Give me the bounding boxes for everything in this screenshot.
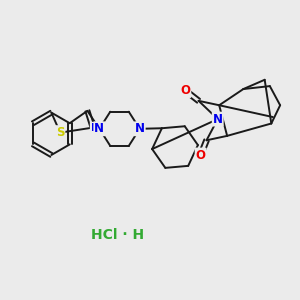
Text: S: S	[56, 126, 64, 139]
Text: N: N	[91, 123, 99, 133]
Text: O: O	[180, 84, 190, 97]
Text: O: O	[196, 148, 206, 161]
Text: HCl · H: HCl · H	[91, 228, 144, 242]
Text: N: N	[135, 122, 145, 135]
Text: N: N	[94, 122, 104, 135]
Text: N: N	[213, 112, 223, 126]
